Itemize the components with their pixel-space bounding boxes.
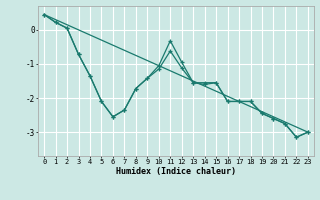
X-axis label: Humidex (Indice chaleur): Humidex (Indice chaleur) [116, 167, 236, 176]
